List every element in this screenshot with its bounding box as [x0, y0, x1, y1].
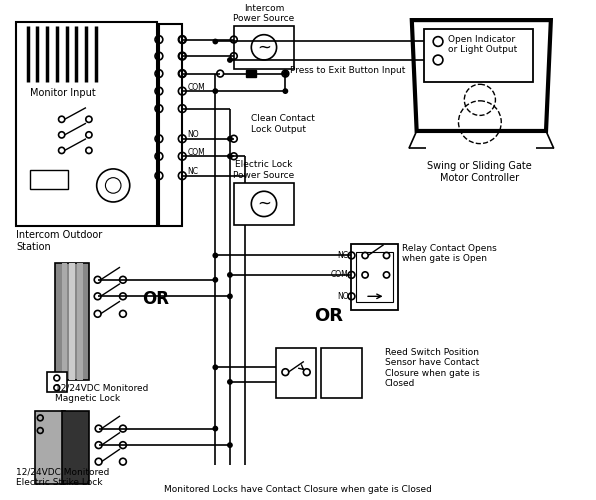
Text: COM: COM: [187, 148, 205, 157]
Circle shape: [227, 154, 233, 159]
Bar: [356, 252, 393, 302]
Bar: [61, 263, 67, 380]
Circle shape: [283, 70, 288, 76]
Circle shape: [227, 136, 233, 141]
Bar: [16, 22, 157, 227]
Text: Intercom
Power Source: Intercom Power Source: [234, 4, 294, 23]
Circle shape: [212, 252, 218, 258]
Text: ~: ~: [257, 195, 271, 213]
Circle shape: [227, 272, 233, 278]
Text: Relay Contact Opens
when gate is Open: Relay Contact Opens when gate is Open: [402, 244, 497, 263]
Bar: [247, 70, 256, 78]
Text: Clean Contact
Lock Output: Clean Contact Lock Output: [252, 114, 315, 134]
Circle shape: [227, 294, 233, 299]
Bar: [47, 372, 67, 392]
Circle shape: [212, 426, 218, 432]
Text: Open Indicator
or Light Output: Open Indicator or Light Output: [448, 34, 517, 54]
Bar: [35, 411, 64, 484]
Bar: [424, 29, 533, 82]
Circle shape: [212, 88, 218, 94]
Text: Press to Exit Button Input: Press to Exit Button Input: [290, 66, 406, 75]
Bar: [321, 348, 362, 399]
Bar: [61, 411, 89, 484]
Circle shape: [227, 442, 233, 448]
Text: Swing or Sliding Gate
Motor Controller: Swing or Sliding Gate Motor Controller: [427, 161, 532, 182]
Text: COM: COM: [331, 270, 349, 280]
Text: NC: NC: [187, 168, 198, 176]
Text: Monitored Locks have Contact Closure when gate is Closed: Monitored Locks have Contact Closure whe…: [164, 484, 432, 494]
Text: COM: COM: [187, 82, 205, 92]
Text: 12/24VDC Monitored
Electric Strike Lock: 12/24VDC Monitored Electric Strike Lock: [16, 468, 109, 487]
Circle shape: [227, 57, 233, 63]
Circle shape: [227, 379, 233, 385]
Text: Electric Lock
Power Source: Electric Lock Power Source: [234, 160, 294, 180]
Text: OR: OR: [142, 290, 169, 308]
Text: NC: NC: [337, 251, 349, 260]
Bar: [55, 263, 89, 380]
Bar: [159, 24, 182, 226]
Bar: [275, 348, 316, 399]
Bar: [30, 170, 69, 190]
Circle shape: [212, 38, 218, 44]
Text: OR: OR: [315, 307, 344, 325]
Text: Reed Switch Position
Sensor have Contact
Closure when gate is
Closed: Reed Switch Position Sensor have Contact…: [384, 348, 479, 388]
Text: NO: NO: [337, 292, 349, 301]
Bar: [234, 26, 294, 68]
Text: Intercom Outdoor
Station: Intercom Outdoor Station: [16, 230, 102, 252]
Circle shape: [283, 88, 288, 94]
Circle shape: [212, 277, 218, 282]
Bar: [70, 263, 75, 380]
Text: 12/24VDC Monitored
Magnetic Lock: 12/24VDC Monitored Magnetic Lock: [55, 384, 148, 403]
Text: Monitor Input: Monitor Input: [30, 88, 95, 98]
Bar: [234, 182, 294, 226]
Text: NO: NO: [187, 130, 198, 140]
Text: ~: ~: [257, 38, 271, 56]
Bar: [352, 244, 398, 310]
Bar: [77, 263, 83, 380]
Circle shape: [212, 364, 218, 370]
